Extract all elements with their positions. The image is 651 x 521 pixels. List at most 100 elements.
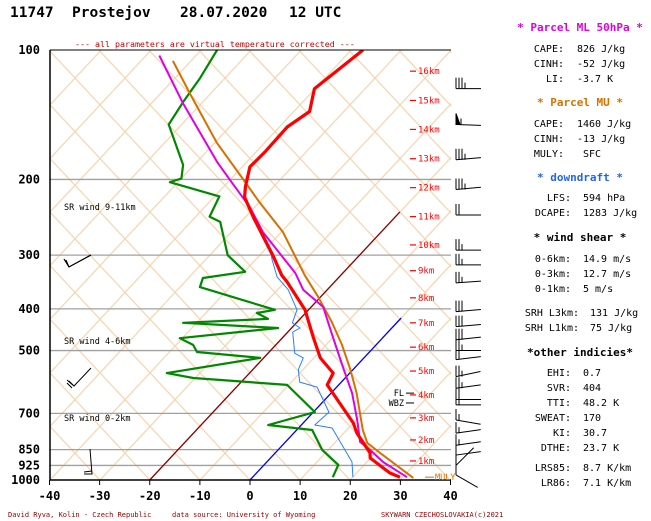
ml-label: CAPE: xyxy=(534,44,564,55)
barb-staff xyxy=(455,157,481,161)
wind-barbs xyxy=(455,77,482,488)
footer: David Ryva, Kolin - Czech Republic data … xyxy=(8,511,503,519)
mu-value: SFC xyxy=(577,149,601,160)
height-label: 14km xyxy=(418,125,440,135)
adiabat-grid-line xyxy=(298,50,451,214)
barb-pennant xyxy=(455,113,461,125)
oi-value: 48.2 K xyxy=(583,398,619,409)
profile-curves xyxy=(158,50,414,479)
srh-value: 75 J/kg xyxy=(590,323,632,334)
mu-value: -13 J/kg xyxy=(577,134,625,145)
ml-label: CINH: xyxy=(534,59,564,70)
lr-label: LR86: xyxy=(541,478,571,489)
wind-barb-icon xyxy=(455,178,481,190)
wind-barb-icon xyxy=(455,339,481,352)
barb-staff xyxy=(455,441,481,446)
temperature-line xyxy=(243,50,401,479)
mu-label: CAPE: xyxy=(534,119,564,130)
oi-value: 23.7 K xyxy=(583,443,619,454)
sr-wind-label: SR wind 4-6km xyxy=(64,337,131,347)
isotherm-grid-line xyxy=(199,210,451,480)
adiabat-grid-line xyxy=(348,50,451,161)
wind-barb-icon xyxy=(455,365,481,378)
y-tick-label: 1000 xyxy=(11,473,40,487)
height-label: 10km xyxy=(418,241,440,251)
dewpoint-line xyxy=(165,50,340,478)
barb-staff xyxy=(455,186,481,190)
wind-barb-icon xyxy=(455,408,481,425)
wind-barb-icon xyxy=(455,253,481,266)
oi-label: SWEAT: xyxy=(535,413,571,424)
height-label: 5km xyxy=(418,367,434,377)
ws-value: 5 m/s xyxy=(583,284,613,295)
lr-label: LRS85: xyxy=(535,463,571,474)
adiabat-grid-line xyxy=(398,50,451,107)
adiabat-grid-line xyxy=(50,371,151,480)
ml-title: * Parcel ML 50hPa * xyxy=(517,21,643,34)
wbz-label: WBZ xyxy=(389,399,404,409)
height-label: 16km xyxy=(418,67,440,77)
wind-barb-icon xyxy=(455,328,481,341)
adiabat-grid-line xyxy=(50,103,401,480)
isotherm-grid-line xyxy=(600,50,651,480)
wind-barb-icon xyxy=(455,377,481,389)
y-tick-label: 300 xyxy=(18,248,40,262)
sr-wind-barbs xyxy=(63,254,93,475)
oi-label: KI: xyxy=(553,428,571,439)
isotherm-0 xyxy=(249,317,402,480)
isotherm-grid-line xyxy=(50,50,451,480)
y-tick-label: 400 xyxy=(18,302,40,316)
mu-label: MULY: xyxy=(534,149,564,160)
adiabat-grid-line xyxy=(148,50,451,375)
isotherm-grid-line xyxy=(50,50,202,213)
wind-barb-icon xyxy=(455,447,475,466)
barb-staff xyxy=(455,419,481,425)
srh-label: SRH L1km: xyxy=(525,323,579,334)
oi-value: 404 xyxy=(583,383,601,394)
height-label: 12km xyxy=(418,184,440,194)
adiabat-grid-line xyxy=(50,50,451,480)
x-tick-label: 10 xyxy=(293,489,307,503)
footer-copyright: SKYWARN CZECHOSLOVAKIA(c)2021 xyxy=(381,511,503,519)
height-labels: 16km 15km 14km 13km 12km 11km 10km 9km 8km 7km 6km… xyxy=(410,67,440,467)
ml-label: LI: xyxy=(546,74,564,85)
dd-value: 1283 J/kg xyxy=(583,208,637,219)
wind-barb-icon xyxy=(455,239,481,251)
wind-barb-icon xyxy=(455,148,481,161)
height-label: 15km xyxy=(418,96,440,106)
ws-label: 0-6km: xyxy=(535,254,571,265)
x-tick-label: -40 xyxy=(39,489,61,503)
oi-label: SVR: xyxy=(547,383,571,394)
height-label: 8km xyxy=(418,294,434,304)
mu-title: * Parcel MU * xyxy=(537,96,623,109)
x-tick-label: -20 xyxy=(139,489,161,503)
wind-barb-icon xyxy=(455,300,481,313)
height-label: 11km xyxy=(418,213,440,223)
footer-source: data source: University of Wyoming xyxy=(172,511,315,519)
isotherm-grid-line xyxy=(50,50,302,321)
isotherm-grid-line xyxy=(500,50,651,480)
y-tick-label: 700 xyxy=(18,406,40,420)
x-tick-label: 40 xyxy=(443,489,457,503)
wind-barb-icon xyxy=(455,463,478,488)
adiabat-grid-line xyxy=(50,157,351,480)
wind-barb-icon xyxy=(455,271,481,284)
y-tick-label: 500 xyxy=(18,344,40,358)
footer-author: David Ryva, Kolin - Czech Republic xyxy=(8,511,151,519)
height-label: 3km xyxy=(418,414,434,424)
barb-staff xyxy=(455,429,481,434)
height-label: 7km xyxy=(418,319,434,329)
adiabat-grid-line xyxy=(499,50,651,480)
x-tick-label: 0 xyxy=(246,489,253,503)
wind-barb-icon xyxy=(455,434,481,446)
ws-label: 0-1km: xyxy=(535,284,571,295)
ml-value: -52 J/kg xyxy=(577,59,625,70)
sr-wind-label: SR wind 0-2km xyxy=(64,414,131,424)
height-label: 1km xyxy=(418,457,434,467)
fl-label: FL xyxy=(394,389,404,399)
x-axis-ticks: -40 -30 -20 -10 0 10 20 30 40 xyxy=(39,480,458,503)
barb-staff xyxy=(455,336,481,341)
wind-barb-icon xyxy=(455,113,482,126)
x-tick-label: -10 xyxy=(189,489,211,503)
